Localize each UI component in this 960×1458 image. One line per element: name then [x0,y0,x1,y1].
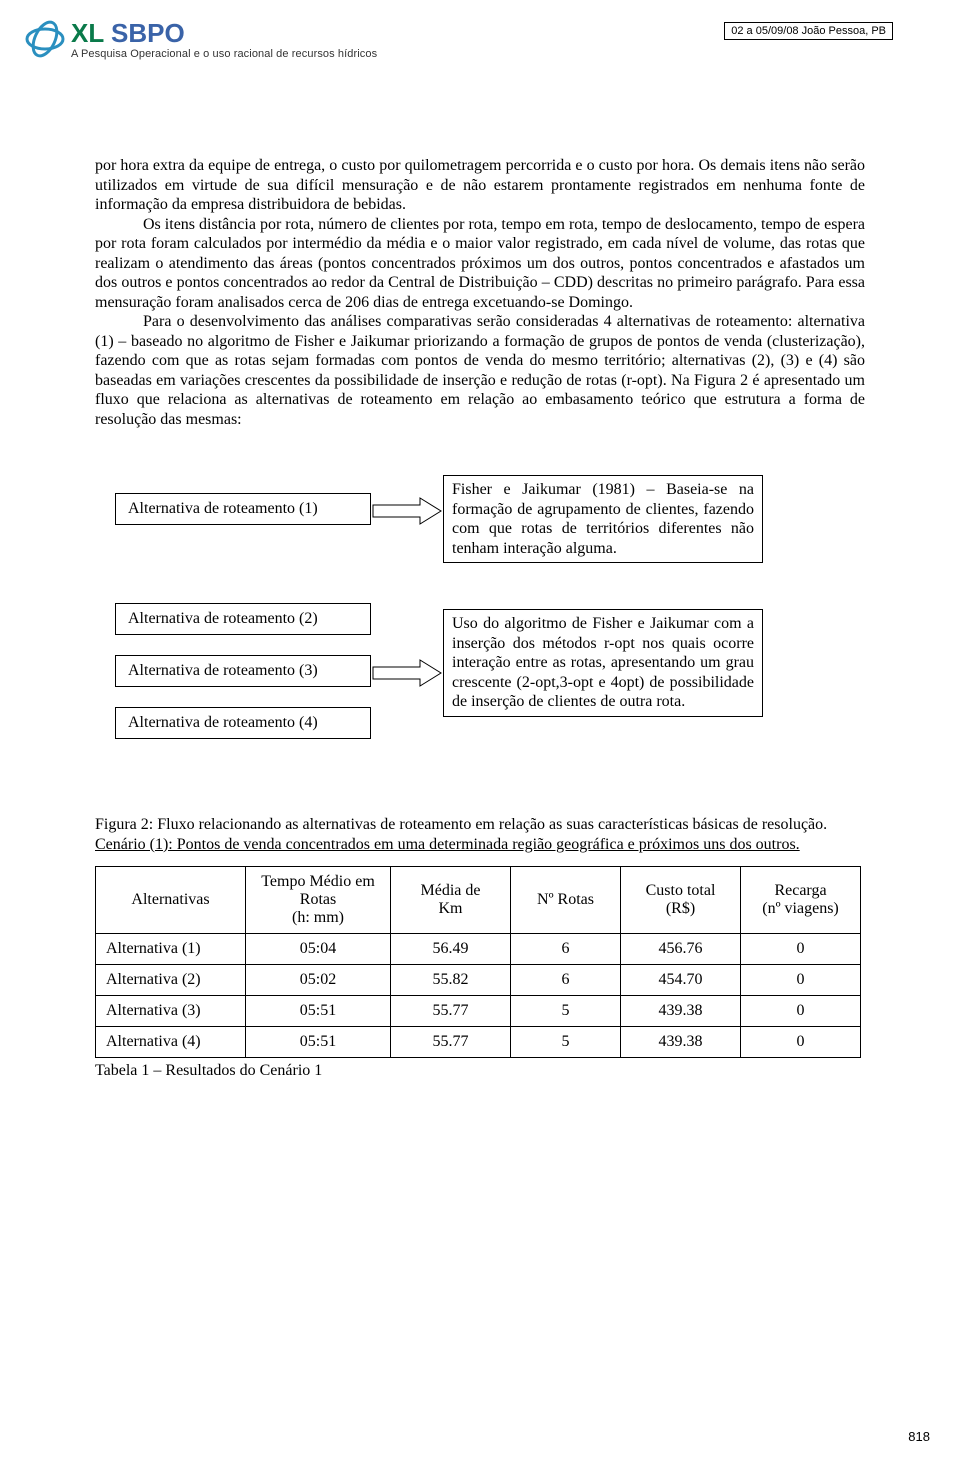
date-location-box: 02 a 05/09/08 João Pessoa, PB [724,22,893,40]
col-tempo: Tempo Médio em Rotas (h: mm) [246,867,391,934]
logo-swirl-icon [23,20,67,58]
logo-title: XL SBPO [71,20,377,46]
table-row: Alternativa (1)05:0456.496456.760 [96,934,861,965]
col-alternativas: Alternativas [96,867,246,934]
flow-diagram: Alternativa de roteamento (1) Alternativ… [95,475,865,775]
diagram-desc-1: Fisher e Jaikumar (1981) – Baseia-se na … [443,475,763,563]
paragraph-2: Os itens distância por rota, número de c… [95,215,865,313]
paragraph-3: Para o desenvolvimento das análises comp… [95,312,865,429]
cell-tempo: 05:02 [246,965,391,996]
cell-recarga: 0 [741,1027,861,1058]
page-number: 818 [908,1429,930,1444]
arrow-icon [372,659,442,692]
cell-km: 56.49 [391,934,511,965]
cell-label: Alternativa (3) [96,996,246,1027]
cell-tempo: 05:51 [246,1027,391,1058]
cell-label: Alternativa (1) [96,934,246,965]
cell-recarga: 0 [741,996,861,1027]
col-km-l1: Média de [421,882,481,899]
cell-rotas: 6 [511,934,621,965]
diagram-box-alt3: Alternativa de roteamento (3) [115,655,371,687]
diagram-desc-2: Uso do algoritmo de Fisher e Jaikumar co… [443,609,763,717]
diagram-box-alt1: Alternativa de roteamento (1) [115,493,371,525]
col-recarga-l2: (nº viagens) [762,900,839,917]
col-custo-l2: (R$) [666,900,695,917]
col-recarga: Recarga (nº viagens) [741,867,861,934]
table-row: Alternativa (3)05:5155.775439.380 [96,996,861,1027]
table-row: Alternativa (2)05:0255.826454.700 [96,965,861,996]
col-km-l2: Km [439,900,463,917]
cell-custo: 456.76 [621,934,741,965]
scenario-description: Cenário (1): Pontos de venda concentrado… [95,835,865,855]
cell-custo: 454.70 [621,965,741,996]
col-custo: Custo total (R$) [621,867,741,934]
diagram-box-alt2: Alternativa de roteamento (2) [115,603,371,635]
cell-recarga: 0 [741,965,861,996]
body-text-block: por hora extra da equipe de entrega, o c… [95,156,865,429]
cell-tempo: 05:04 [246,934,391,965]
cell-rotas: 5 [511,1027,621,1058]
col-tempo-l1: Tempo Médio em [261,873,375,890]
table-row: Alternativa (4)05:5155.775439.380 [96,1027,861,1058]
cell-label: Alternativa (4) [96,1027,246,1058]
conference-logo: XL SBPO A Pesquisa Operacional e o uso r… [23,20,377,60]
cell-label: Alternativa (2) [96,965,246,996]
figure-caption-block: Figura 2: Fluxo relacionando as alternat… [95,815,865,854]
diagram-box-alt4: Alternativa de roteamento (4) [115,707,371,739]
table-header-row: Alternativas Tempo Médio em Rotas (h: mm… [96,867,861,934]
cell-rotas: 6 [511,965,621,996]
col-custo-l1: Custo total [646,882,716,899]
cell-km: 55.77 [391,996,511,1027]
cell-km: 55.82 [391,965,511,996]
cell-tempo: 05:51 [246,996,391,1027]
col-km: Média de Km [391,867,511,934]
logo-text-sbpo: SBPO [104,18,185,48]
logo-subtitle: A Pesquisa Operacional e o uso racional … [71,48,377,60]
results-table: Alternativas Tempo Médio em Rotas (h: mm… [95,866,861,1058]
cell-custo: 439.38 [621,996,741,1027]
figure-caption: Figura 2: Fluxo relacionando as alternat… [95,815,865,835]
col-tempo-l3: (h: mm) [292,909,344,926]
col-tempo-l2: Rotas [300,891,336,908]
paragraph-1: por hora extra da equipe de entrega, o c… [95,156,865,215]
cell-rotas: 5 [511,996,621,1027]
col-recarga-l1: Recarga [774,882,826,899]
cell-custo: 439.38 [621,1027,741,1058]
arrow-icon [372,497,442,530]
col-rotas: Nº Rotas [511,867,621,934]
cell-km: 55.77 [391,1027,511,1058]
table-caption: Tabela 1 – Resultados do Cenário 1 [95,1062,865,1080]
page-header: XL SBPO A Pesquisa Operacional e o uso r… [95,20,865,86]
logo-text-xl: XL [71,18,104,48]
cell-recarga: 0 [741,934,861,965]
